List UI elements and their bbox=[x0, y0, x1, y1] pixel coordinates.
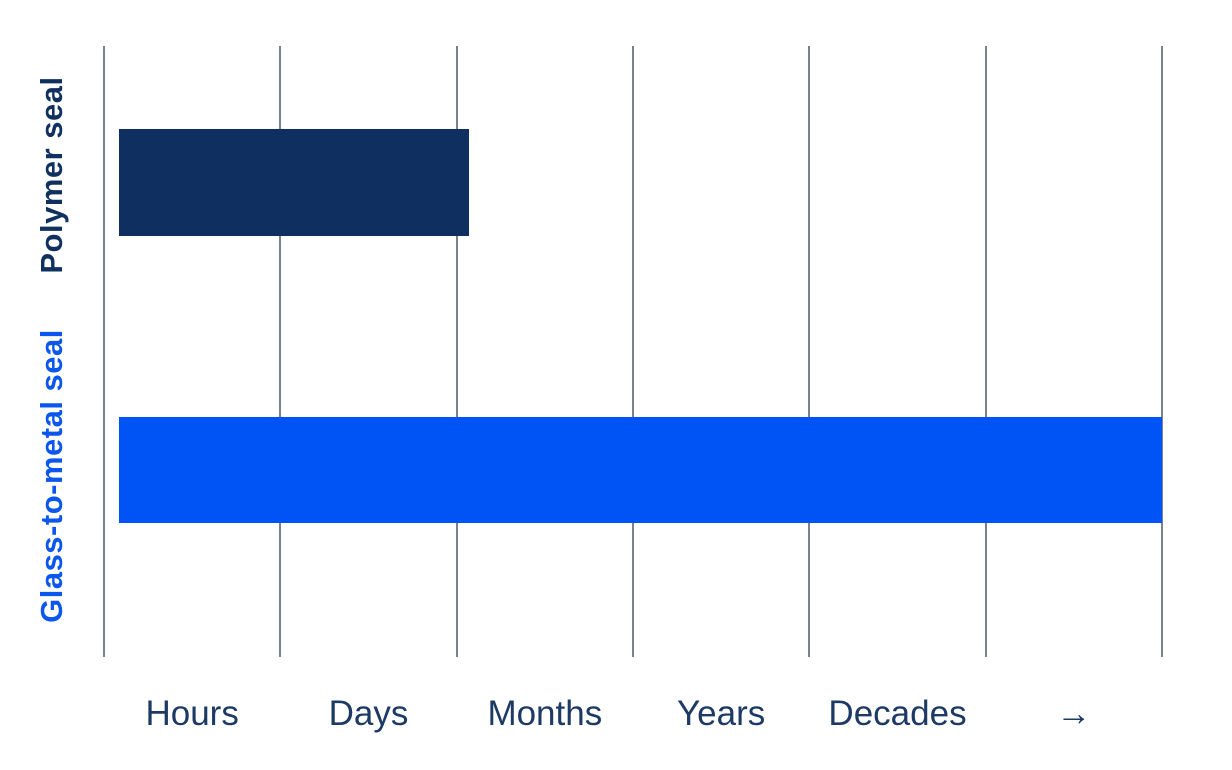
gridline bbox=[808, 46, 811, 657]
x-tick-months: Months bbox=[487, 694, 603, 733]
x-tick-days: Days bbox=[328, 694, 409, 733]
y-label-glass-to-metal-seal: Glass-to-metal seal bbox=[34, 329, 69, 623]
gridline bbox=[103, 46, 105, 657]
plot-area bbox=[103, 46, 1163, 657]
x-tick-decades: Decades bbox=[828, 694, 967, 733]
gridline bbox=[455, 46, 458, 657]
gridline bbox=[984, 46, 987, 657]
x-tick-years: Years bbox=[677, 694, 766, 733]
gridline bbox=[632, 46, 634, 657]
x-tick-hours: Hours bbox=[145, 694, 239, 733]
x-axis-ticks: Hours Days Months Years Decades → bbox=[104, 694, 1162, 746]
y-label-polymer-seal: Polymer seal bbox=[34, 76, 69, 274]
bar-glass-to-metal-seal bbox=[118, 417, 1162, 523]
x-tick-arrow-icon: → bbox=[1056, 694, 1092, 733]
bar-polymer-seal bbox=[118, 129, 469, 236]
gridline bbox=[279, 46, 282, 657]
gridline bbox=[1161, 46, 1163, 657]
